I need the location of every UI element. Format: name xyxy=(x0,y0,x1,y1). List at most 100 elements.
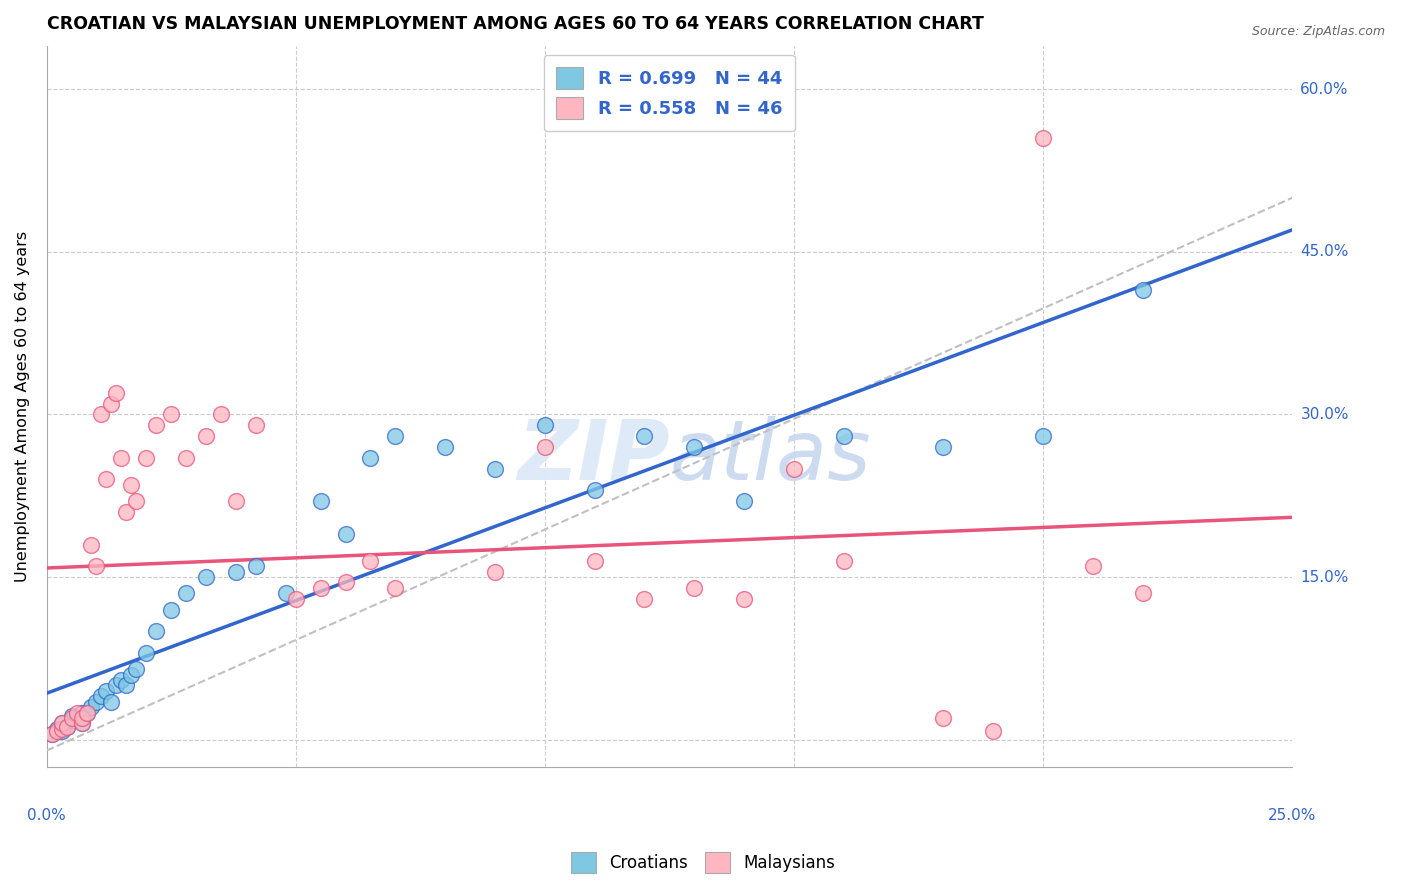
Text: ZIP: ZIP xyxy=(516,417,669,497)
Point xyxy=(105,678,128,692)
Point xyxy=(309,494,332,508)
Point xyxy=(832,554,855,568)
Text: atlas: atlas xyxy=(669,417,870,497)
Text: 15.0%: 15.0% xyxy=(1301,569,1348,584)
Point xyxy=(225,494,247,508)
Point xyxy=(120,478,142,492)
Point xyxy=(245,418,267,433)
Point xyxy=(1032,131,1054,145)
Point xyxy=(384,429,406,443)
Point xyxy=(1132,586,1154,600)
Point xyxy=(533,418,555,433)
Point xyxy=(135,450,157,465)
Point xyxy=(359,554,381,568)
Point xyxy=(145,624,167,639)
Point xyxy=(65,711,87,725)
Legend: Croatians, Malaysians: Croatians, Malaysians xyxy=(564,846,842,880)
Point xyxy=(274,586,297,600)
Y-axis label: Unemployment Among Ages 60 to 64 years: Unemployment Among Ages 60 to 64 years xyxy=(15,231,30,582)
Point xyxy=(115,505,138,519)
Point xyxy=(115,678,138,692)
Point xyxy=(76,706,98,720)
Text: 25.0%: 25.0% xyxy=(1268,808,1316,823)
Point xyxy=(70,716,93,731)
Point xyxy=(174,586,197,600)
Point xyxy=(174,450,197,465)
Point xyxy=(60,709,83,723)
Text: Source: ZipAtlas.com: Source: ZipAtlas.com xyxy=(1251,25,1385,38)
Point xyxy=(125,494,148,508)
Point xyxy=(86,559,108,574)
Point xyxy=(160,408,183,422)
Point xyxy=(120,667,142,681)
Point xyxy=(105,385,128,400)
Point xyxy=(125,662,148,676)
Point xyxy=(86,695,108,709)
Point xyxy=(683,581,706,595)
Text: 0.0%: 0.0% xyxy=(27,808,66,823)
Point xyxy=(245,559,267,574)
Point xyxy=(633,591,655,606)
Point xyxy=(100,396,122,410)
Point xyxy=(90,690,112,704)
Point xyxy=(309,581,332,595)
Point xyxy=(932,711,955,725)
Point xyxy=(55,720,77,734)
Point xyxy=(484,461,506,475)
Point xyxy=(1032,429,1054,443)
Text: 60.0%: 60.0% xyxy=(1301,81,1348,96)
Point xyxy=(1081,559,1104,574)
Point xyxy=(633,429,655,443)
Point xyxy=(55,720,77,734)
Point xyxy=(96,684,118,698)
Point xyxy=(832,429,855,443)
Point xyxy=(70,716,93,731)
Point xyxy=(434,440,457,454)
Point xyxy=(335,575,357,590)
Point xyxy=(1132,283,1154,297)
Point xyxy=(41,727,63,741)
Point xyxy=(51,724,73,739)
Point xyxy=(110,450,132,465)
Point xyxy=(335,526,357,541)
Point xyxy=(225,565,247,579)
Point xyxy=(209,408,232,422)
Point xyxy=(100,695,122,709)
Point xyxy=(195,429,218,443)
Point xyxy=(65,706,87,720)
Point xyxy=(110,673,132,687)
Point xyxy=(683,440,706,454)
Point xyxy=(135,646,157,660)
Point xyxy=(145,418,167,433)
Point xyxy=(96,472,118,486)
Point xyxy=(90,408,112,422)
Point xyxy=(733,591,755,606)
Point xyxy=(733,494,755,508)
Point xyxy=(51,722,73,736)
Point xyxy=(41,727,63,741)
Point xyxy=(45,724,67,739)
Point xyxy=(51,716,73,731)
Point xyxy=(60,711,83,725)
Point xyxy=(932,440,955,454)
Point xyxy=(51,716,73,731)
Point xyxy=(484,565,506,579)
Point xyxy=(981,724,1004,739)
Point xyxy=(583,554,606,568)
Text: 45.0%: 45.0% xyxy=(1301,244,1348,260)
Point xyxy=(70,711,93,725)
Point xyxy=(76,706,98,720)
Text: CROATIAN VS MALAYSIAN UNEMPLOYMENT AMONG AGES 60 TO 64 YEARS CORRELATION CHART: CROATIAN VS MALAYSIAN UNEMPLOYMENT AMONG… xyxy=(46,15,984,33)
Point xyxy=(284,591,307,606)
Point xyxy=(60,713,83,727)
Point xyxy=(45,722,67,736)
Point xyxy=(359,450,381,465)
Point xyxy=(80,537,103,551)
Point xyxy=(384,581,406,595)
Point xyxy=(583,483,606,498)
Point xyxy=(160,602,183,616)
Point xyxy=(70,706,93,720)
Point xyxy=(533,440,555,454)
Point xyxy=(80,700,103,714)
Point xyxy=(195,570,218,584)
